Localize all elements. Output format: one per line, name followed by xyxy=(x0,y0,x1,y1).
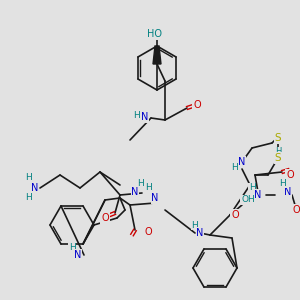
Text: O: O xyxy=(193,100,201,110)
Text: S: S xyxy=(275,133,281,143)
Text: H: H xyxy=(25,194,32,202)
Text: HO: HO xyxy=(148,29,163,39)
Text: H: H xyxy=(145,184,152,193)
Text: N: N xyxy=(131,187,139,197)
Text: N: N xyxy=(254,190,262,200)
Text: H: H xyxy=(69,244,75,253)
Text: O: O xyxy=(292,205,300,215)
Text: O: O xyxy=(101,213,109,223)
Text: S: S xyxy=(275,153,281,163)
Text: O: O xyxy=(231,210,239,220)
Text: H: H xyxy=(275,148,281,157)
Text: N: N xyxy=(284,187,292,197)
Text: H: H xyxy=(249,184,255,193)
Text: N: N xyxy=(196,228,204,238)
Text: N: N xyxy=(31,183,39,193)
Text: H: H xyxy=(134,110,140,119)
Text: H: H xyxy=(280,178,286,188)
Text: N: N xyxy=(151,193,159,203)
Polygon shape xyxy=(153,46,161,64)
Text: O: O xyxy=(286,170,294,180)
Text: N: N xyxy=(238,157,246,167)
Text: O: O xyxy=(144,227,152,237)
Text: H: H xyxy=(136,178,143,188)
Text: OH: OH xyxy=(241,196,255,205)
Text: N: N xyxy=(141,112,149,122)
Text: H: H xyxy=(232,164,238,172)
Text: H: H xyxy=(192,220,198,230)
Text: N: N xyxy=(74,250,82,260)
Text: H: H xyxy=(25,173,32,182)
